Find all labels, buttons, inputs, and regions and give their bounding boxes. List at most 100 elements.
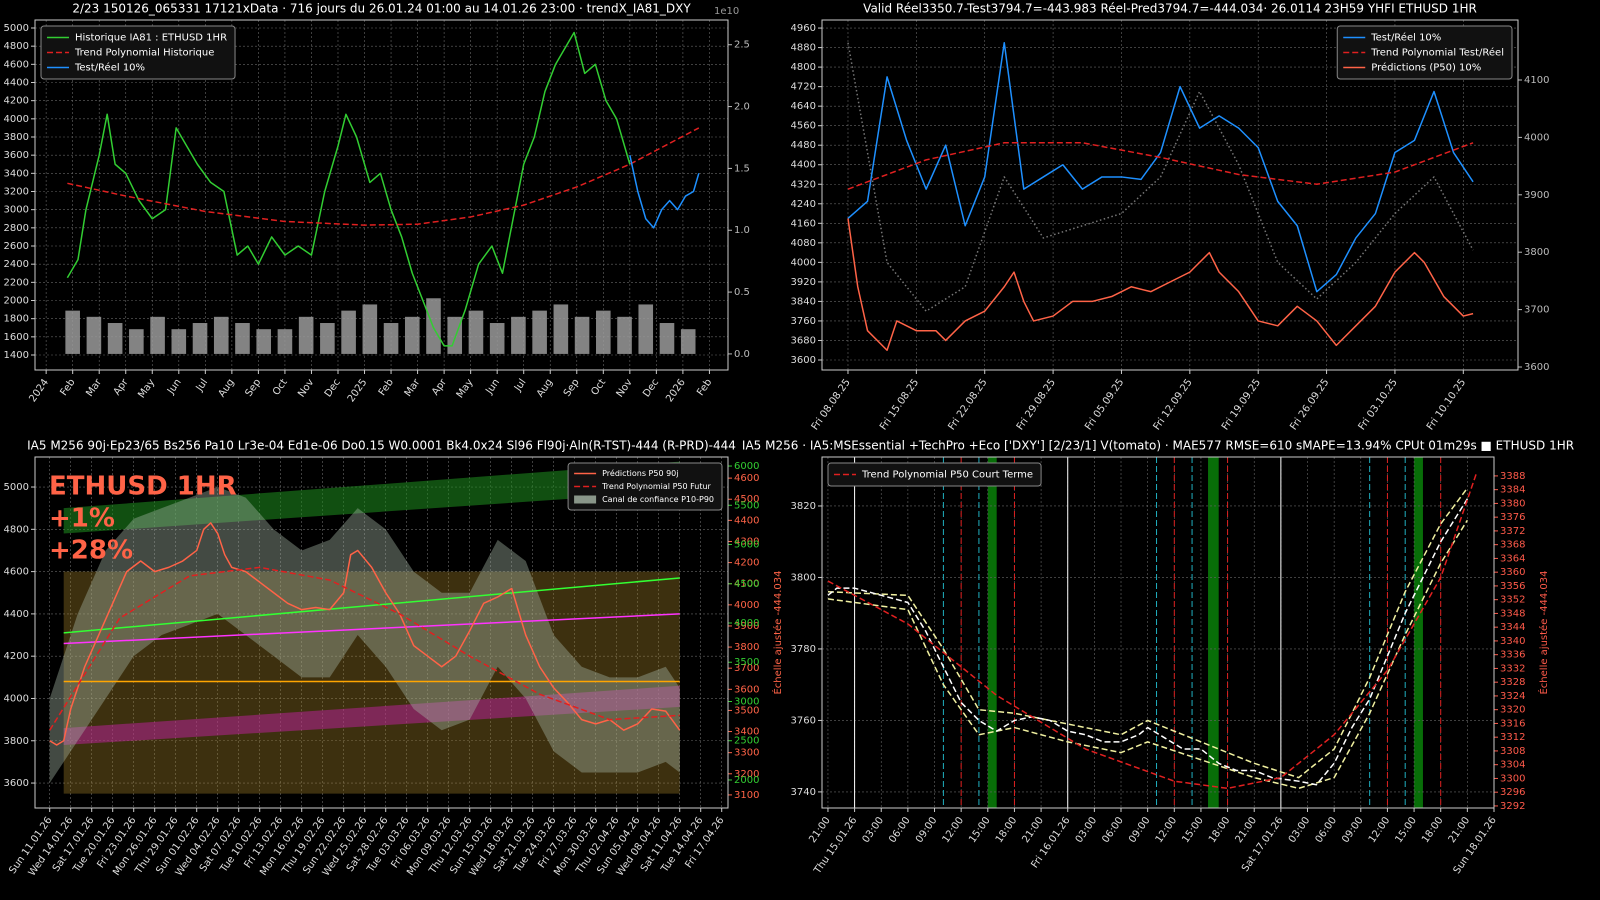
legend-label: Trend Polynomial Historique xyxy=(74,48,214,59)
legend: Test/Réel 10% Trend Polynomial Test/Réel P… xyxy=(1336,25,1513,80)
x-tick-label: 12:00 xyxy=(1154,815,1180,845)
plot-frame xyxy=(34,456,729,809)
y-tick-label: 3800 xyxy=(791,572,816,583)
x-tick-label: 03:00 xyxy=(861,815,887,845)
x-tick-label: Fri 22.08.25 xyxy=(946,377,989,432)
x-tick-label: 06:00 xyxy=(1314,815,1340,845)
y2-tick-label: 3800 xyxy=(734,642,759,653)
volume-bar xyxy=(468,310,484,354)
y-tick-label: 2800 xyxy=(4,223,29,234)
series-line xyxy=(847,218,1474,351)
y-tick-label: 4600 xyxy=(4,567,29,578)
confidence-band xyxy=(63,461,680,534)
y3-tick-label: 6000 xyxy=(734,461,759,472)
y-tick-label: 4600 xyxy=(4,59,29,70)
y3-tick-label: 2000 xyxy=(734,775,759,786)
highlight-span xyxy=(1208,457,1219,808)
chart-title: IA5 M256 · IA5:MSEssential +TechPro +Eco… xyxy=(742,439,1574,453)
y2-tick-label: 3500 xyxy=(734,705,759,716)
volume-bar xyxy=(489,323,505,354)
y-tick-label: 1600 xyxy=(4,332,29,343)
y-tick-label: 4480 xyxy=(791,140,816,151)
y-tick-label: 2000 xyxy=(4,296,29,307)
x-tick-label: Fri 29.08.25 xyxy=(1015,377,1058,432)
y-tick-label: 4200 xyxy=(4,651,29,662)
volume-bar xyxy=(596,310,611,354)
volume-bar xyxy=(320,323,335,354)
volume-bar xyxy=(383,323,399,354)
series-line xyxy=(66,31,631,347)
plot-area xyxy=(822,457,1494,808)
x-tick-label: 06:00 xyxy=(1100,815,1126,845)
x-tick-label: 15:00 xyxy=(1180,815,1206,845)
y2-tick-label: 0.0 xyxy=(734,349,750,360)
y2-tick-label: 3312 xyxy=(1500,732,1525,743)
y-tick-label: 1800 xyxy=(4,314,29,325)
y2-tick-label: 3900 xyxy=(1524,190,1549,201)
panel: IA5 M256 90j·Ep23/65 Bs256 Pa10 Lr3e-04 … xyxy=(4,439,784,879)
x-tick-label: Fri 15.08.25 xyxy=(878,377,921,432)
x-tick-label: Jul xyxy=(512,377,529,394)
y3-tick-label: 3000 xyxy=(734,696,759,707)
series-line xyxy=(49,566,680,731)
x-tick-label: Oct xyxy=(271,377,290,398)
x-tick-label: Oct xyxy=(589,377,608,398)
volume-bar xyxy=(341,310,356,354)
legend-label: Historique IA81 : ETHUSD 1HR xyxy=(75,33,227,44)
x-tick-label: 18:00 xyxy=(1420,815,1446,845)
y2-tick-label: 4100 xyxy=(734,579,759,590)
volume-bar xyxy=(150,316,165,354)
y3-tick-label: 2500 xyxy=(734,736,759,747)
x-tick-label: Sep xyxy=(562,377,582,399)
annotation: +28% xyxy=(49,536,133,566)
x-tick-label: Jun xyxy=(484,377,503,397)
y2-tick-label: 3316 xyxy=(1500,718,1525,729)
y3-tick-label: 3500 xyxy=(734,657,759,668)
volume-bar xyxy=(171,329,187,354)
y2-tick-label: 3348 xyxy=(1500,608,1525,619)
x-tick-label: 21:00 xyxy=(1234,815,1260,845)
y2-tick-label: 3336 xyxy=(1500,650,1525,661)
x-tick-label: Mar xyxy=(84,376,104,398)
series-line xyxy=(67,127,700,226)
y2-tick-label: 3380 xyxy=(1500,498,1525,509)
y-tick-label: 3000 xyxy=(4,205,29,216)
x-tick-label: Jun xyxy=(165,377,184,397)
x-tick-label: 12:00 xyxy=(1367,815,1393,845)
y-tick-label: 3760 xyxy=(791,316,816,327)
x-tick-label: May xyxy=(455,377,476,400)
y2-tick-label: 3332 xyxy=(1500,663,1525,674)
volume-bar xyxy=(659,323,675,354)
y2-tick-label: 3600 xyxy=(734,684,759,695)
y3-tick-label: 4000 xyxy=(734,618,759,629)
y2-tick-label: 3368 xyxy=(1500,540,1525,551)
y2-tick-label: 1.0 xyxy=(734,225,750,236)
x-tick-label: 09:00 xyxy=(1127,815,1153,845)
plot-frame xyxy=(34,19,729,371)
x-tick-label: Fri 05.09.25 xyxy=(1083,377,1126,432)
y-tick-label: 4240 xyxy=(791,199,816,210)
y-tick-label: 4320 xyxy=(791,179,816,190)
y-tick-label: 4560 xyxy=(791,121,816,132)
y-tick-label: 3200 xyxy=(4,187,29,198)
y-tick-label: 4800 xyxy=(4,524,29,535)
legend-label: Trend Polynomial Test/Réel xyxy=(1370,47,1504,59)
y2-tick-label: 3300 xyxy=(1500,773,1525,784)
x-tick-label: Fri 12.09.25 xyxy=(1152,377,1195,432)
volume-bar xyxy=(404,316,420,354)
x-tick-label: Fri 08.08.25 xyxy=(810,377,853,432)
y2-tick-label: 4000 xyxy=(1524,132,1549,143)
volume-bar xyxy=(192,323,208,354)
y-tick-label: 2600 xyxy=(4,241,29,252)
series-line xyxy=(63,613,680,645)
legend: Prédictions P50 90j Trend Polynomial P50 … xyxy=(567,462,723,511)
y-tick-label: 4200 xyxy=(4,96,29,107)
y2-tick-label: 4000 xyxy=(734,600,759,611)
series-line xyxy=(827,519,1468,790)
legend-box xyxy=(1336,25,1513,80)
y2-tick-label: 4600 xyxy=(734,473,759,484)
y2-tick-label: 3600 xyxy=(1524,362,1549,373)
x-tick-label: 03:00 xyxy=(1074,815,1100,845)
x-tick-label: 12:00 xyxy=(941,815,967,845)
